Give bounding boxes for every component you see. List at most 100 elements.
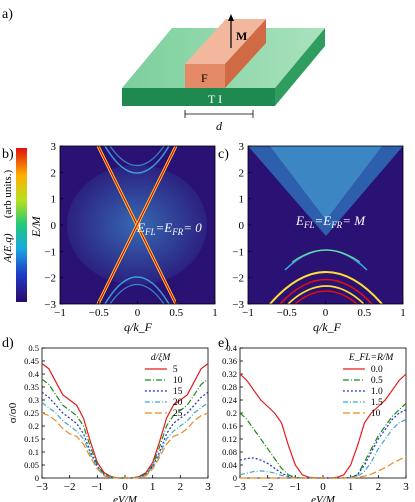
spectral-c-ytick-label: −2 (232, 273, 244, 285)
colorbar-label: A(E,q) (2, 233, 14, 263)
spectral-c-ytick-label: 2 (239, 167, 245, 179)
chart-e-ytick-label: 0.28 (222, 382, 237, 392)
chart-d-ytick-label: 0.25 (24, 408, 39, 418)
chart-d-legend-entry: 25 (173, 409, 183, 419)
magnetization-label: M (236, 29, 247, 43)
spectral-c-lower-band-3 (287, 285, 365, 304)
chart-e-xtick-label: −3 (234, 481, 246, 493)
spectral-c-upper-cone-inner (270, 146, 382, 220)
spectral-c-xlabel: q/k_F (313, 320, 342, 334)
ferromagnet-label: F (201, 71, 208, 85)
chart-d-legend-entry: 10 (173, 376, 183, 386)
chart-e-legend-entry: 10 (371, 409, 381, 419)
chart-d-ytick-label: 0.05 (24, 460, 39, 470)
ferromagnet-block (185, 19, 266, 88)
panel-label-d: d) (2, 336, 14, 351)
chart-d-xtick-label: 3 (205, 481, 211, 493)
chart-d-legend-entry: 15 (173, 387, 183, 397)
chart-d-legend-entry: 5 (173, 365, 178, 375)
chart-e-ytick-label: 0.08 (222, 447, 237, 457)
spectral-b-xtick-label: −0.5 (89, 307, 109, 319)
spectral-c-equation: EFL=EFR= M (295, 213, 366, 230)
chart-e-ytick-label: 0.24 (222, 395, 238, 405)
chart-d-ytick-label: 0.4 (28, 369, 39, 379)
spectral-b-xlabel: q/k_F (124, 320, 153, 334)
chart-d-ytick-label: 0.15 (24, 434, 39, 444)
spectral-b-ytick-label: 3 (51, 141, 57, 153)
spectral-c-xtick-label: −1 (242, 307, 254, 319)
chart-d-ytick-label: 0.2 (28, 421, 39, 431)
chart-d-frame (41, 347, 209, 479)
spectral-b-ylabel: E/M (29, 215, 43, 238)
spectral-c-lower-band-1 (269, 271, 383, 304)
chart-d-series-0 (41, 363, 209, 479)
spectral-c-ytick-label: 3 (239, 141, 245, 153)
chart-d-ytick-label: 0.5 (28, 343, 39, 353)
chart-e-xtick-label: 2 (376, 481, 382, 493)
spectral-c-features (248, 146, 403, 304)
chart-d-series-4 (41, 412, 209, 479)
chart-e-ytick-label: 0.04 (222, 460, 238, 470)
chart-e-series-4 (240, 456, 407, 479)
spectral-c-lower-band-4 (294, 290, 358, 304)
chart-e-series-1 (239, 402, 407, 479)
spectral-c-xtick-label: 0.5 (357, 307, 371, 319)
chart-e-xtick-label: 1 (348, 481, 354, 493)
chart-e-xtick-label: 0 (320, 481, 326, 493)
chart-e-xlabel: eV/M (311, 494, 336, 502)
chart-d-ytick-label: 0.1 (28, 447, 39, 457)
chart-d-legend-title: d/ξM (151, 352, 171, 363)
spectral-c-ytick-label: 1 (239, 194, 245, 206)
chart-e-legend-entry: 0.5 (371, 376, 383, 386)
spectral-b-xtick-label: 0.5 (169, 307, 183, 319)
magnetization-arrowhead (228, 14, 234, 21)
spectral-b-ytick-label: 1 (51, 194, 57, 206)
chart-e-ytick-label: 0.12 (222, 434, 237, 444)
spectral-c-xtick-label: 0 (323, 307, 329, 319)
spectral-panel-b: EFL=EFR= 0 −1 −0.5 0 0.5 1 3 2 1 0 −1 −2 −3 E/M q/k… (29, 141, 218, 334)
spectral-b-ytick-label: −3 (44, 299, 56, 311)
colorbar-unit: (arb units.) (2, 170, 14, 219)
f-front-face (185, 64, 225, 88)
chart-d-ytick-label: 0.45 (24, 356, 39, 366)
chart-e-xtick-label: −2 (262, 481, 274, 493)
chart-d-xtick-label: 0 (122, 481, 128, 493)
ti-front-face (122, 88, 275, 106)
spectral-b-dirac-branch-2-core (97, 146, 177, 304)
chart-e-xtick-label: 3 (403, 481, 409, 493)
ti-side-face (275, 28, 325, 106)
panel-label-e: e) (218, 336, 229, 351)
chart-d-xtick-label: −2 (64, 481, 76, 493)
spectral-c-lower-band-2 (279, 278, 373, 304)
chart-e-ytick-label: 0.36 (222, 356, 237, 366)
spectral-c-lower-band-6 (291, 249, 361, 263)
spectral-c-xtick-label: 1 (400, 307, 406, 319)
chart-d-legend-entry: 20 (173, 398, 183, 408)
spectral-b-xtick-label: 1 (212, 307, 218, 319)
spectral-c-ytick-label: 0 (239, 220, 245, 232)
chart-e-legend-entry: 1.0 (371, 387, 383, 397)
spectral-b-subband-1 (104, 146, 170, 174)
spectral-b-ytick-label: −2 (44, 273, 56, 285)
spectral-c-ytick-label: −3 (232, 299, 244, 311)
spectral-b-ytick-label: 2 (51, 167, 57, 179)
chart-d-xtick-label: −1 (91, 481, 103, 493)
chart-e-legend-entry: 0.0 (371, 365, 383, 375)
width-label: d (216, 119, 223, 133)
panel-label-b: b) (2, 147, 14, 162)
chart-e-ytick-label: 0.32 (222, 369, 237, 379)
spectral-b-ytick-label: 0 (51, 220, 57, 232)
spectral-b-features (67, 146, 207, 304)
spectral-b-xtick-label: 0 (135, 307, 141, 319)
chart-e-series-2 (239, 409, 407, 479)
chart-e-ytick-label: 0.4 (226, 343, 237, 353)
colorbar (16, 148, 27, 302)
chart-d-xtick-label: 2 (178, 481, 184, 493)
chart-e-legend-entry: 1.5 (371, 398, 383, 408)
spectral-b-equation: EFL=EFR= 0 (136, 220, 202, 237)
panel-label-c: c) (218, 147, 229, 162)
spectral-c-xtick-label: −0.5 (277, 307, 297, 319)
chart-e-ytick-label: 0.16 (222, 421, 237, 431)
chart-d-ytick-label: 0.3 (28, 395, 39, 405)
